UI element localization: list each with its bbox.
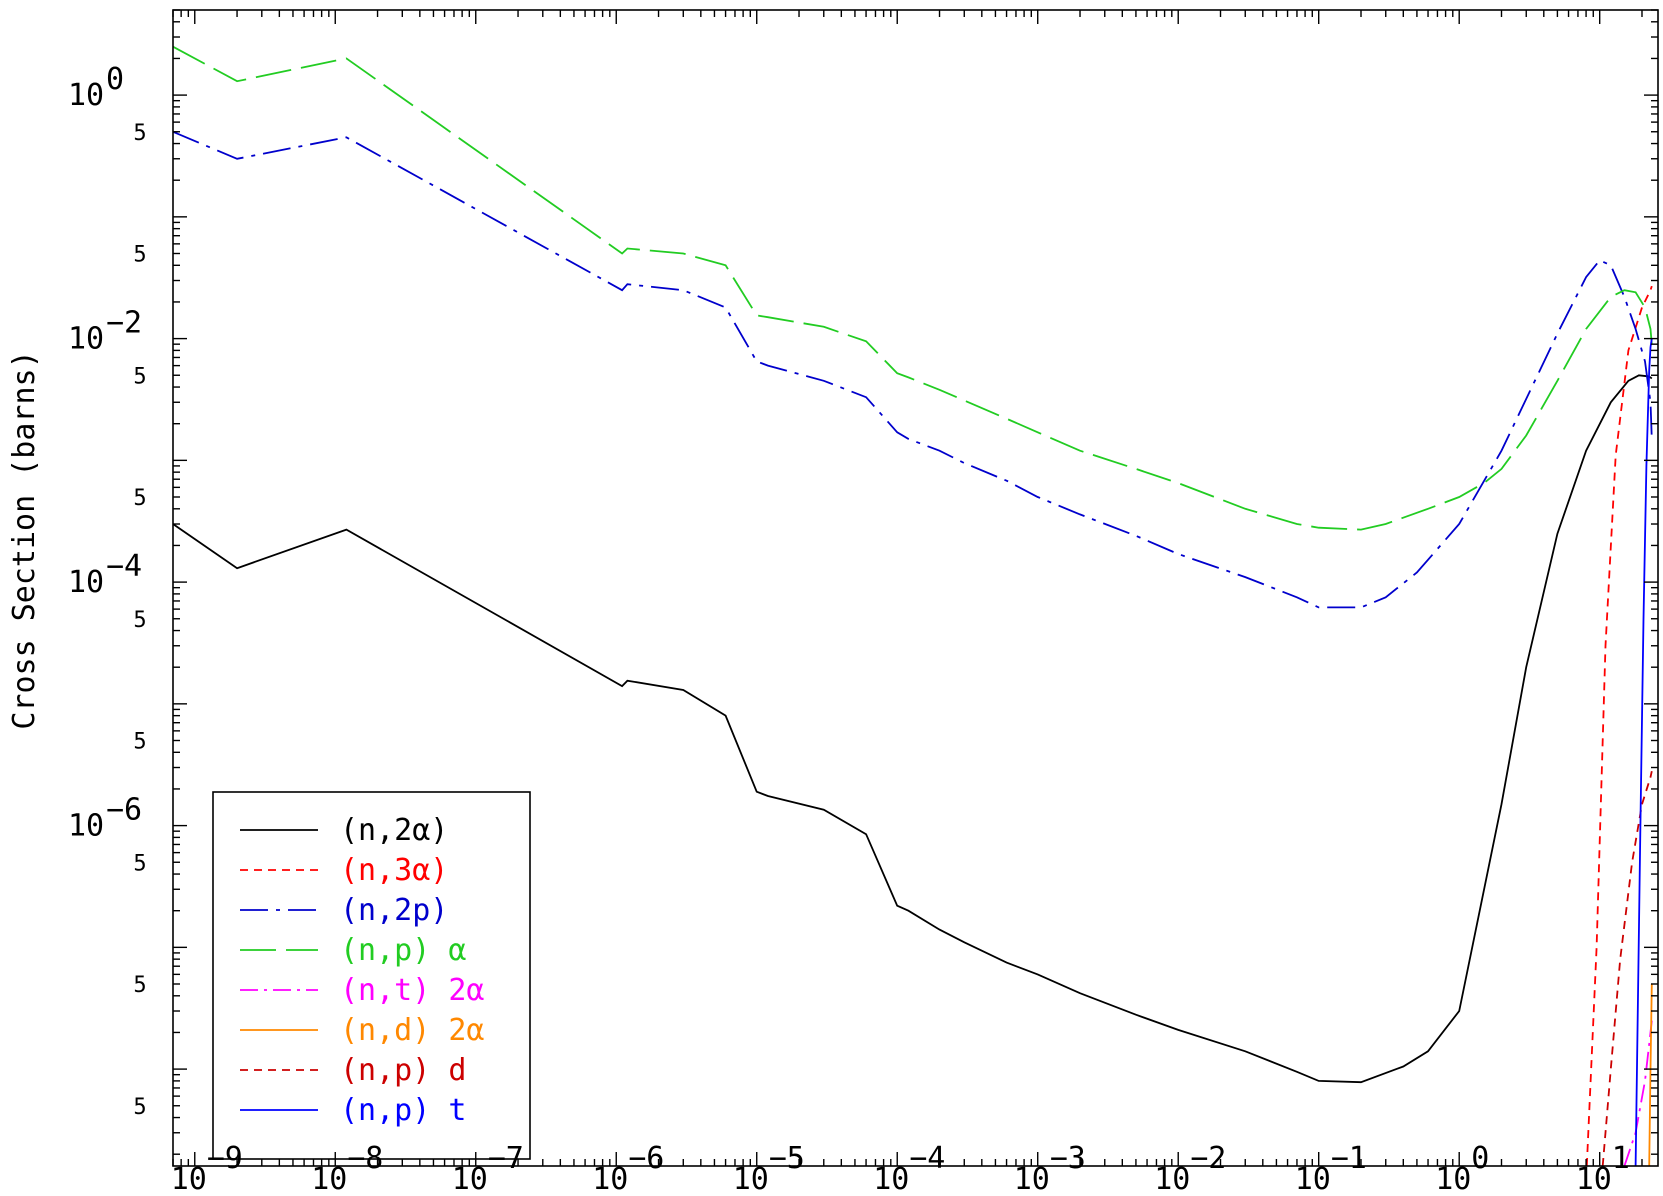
- x-tick-label: 10: [452, 1162, 488, 1196]
- y-tick-label: 10: [68, 78, 104, 113]
- x-tick-exponent: −5: [769, 1141, 805, 1176]
- x-tick-label: 10: [311, 1162, 347, 1196]
- axis-ticks: [172, 9, 1658, 1166]
- y-minor-tick-label: 5: [133, 243, 146, 268]
- y-minor-tick-label: 5: [133, 486, 146, 511]
- y-minor-tick-label: 5: [133, 730, 146, 755]
- legend-label: (n,2α): [340, 813, 448, 848]
- y-minor-tick-label: 5: [133, 608, 146, 633]
- series-line-7: [1634, 338, 1653, 1166]
- y-tick-exponent: −4: [106, 549, 142, 584]
- x-tick-label: 10: [733, 1162, 769, 1196]
- x-tick-exponent: 0: [1471, 1141, 1489, 1176]
- x-tick-labels: 10−910−810−710−610−510−410−310−210−11001…: [171, 1141, 1630, 1196]
- x-tick-label: 10: [1014, 1162, 1050, 1196]
- legend-box: [212, 791, 531, 1160]
- legend-label: (n,d) 2α: [340, 1013, 485, 1048]
- x-tick-exponent: −2: [1190, 1141, 1226, 1176]
- x-tick-label: 10: [592, 1162, 628, 1196]
- x-tick-label: 10: [1576, 1162, 1612, 1196]
- series-line-6: [1601, 771, 1653, 1166]
- legend: (n,2α) (n,3α) (n,2p) (n,p) α (n,t) 2α (n,d) 2…: [212, 791, 531, 1160]
- y-minor-tick-label: 5: [133, 851, 146, 876]
- series-lines: [173, 45, 1653, 1166]
- x-tick-label: 10: [171, 1162, 207, 1196]
- series-line-0: [173, 374, 1653, 1084]
- y-tick-exponent: −2: [106, 306, 142, 341]
- x-tick-label: 10: [1154, 1162, 1190, 1196]
- y-minor-tick-label: 5: [133, 973, 146, 998]
- x-tick-exponent: −6: [628, 1141, 664, 1176]
- legend-label: (n,t) 2α: [340, 973, 485, 1008]
- series-line-3: [173, 45, 1653, 531]
- series-line-2: [173, 130, 1653, 609]
- series-line-1: [1585, 285, 1653, 1166]
- x-tick-exponent: −1: [1331, 1141, 1367, 1176]
- y-tick-label: 10: [68, 322, 104, 357]
- x-tick-exponent: −4: [909, 1141, 945, 1176]
- x-tick-label: 10: [1295, 1162, 1331, 1196]
- y-tick-exponent: −6: [106, 793, 142, 828]
- y-tick-exponent: 0: [106, 62, 124, 97]
- x-tick-label: 10: [873, 1162, 909, 1196]
- y-minor-tick-label: 5: [133, 121, 146, 146]
- legend-label: (n,p) t: [340, 1093, 466, 1128]
- x-tick-label: 10: [1435, 1162, 1471, 1196]
- x-tick-exponent: −3: [1050, 1141, 1086, 1176]
- y-minor-tick-label: 5: [133, 1095, 146, 1120]
- legend-label: (n,2p): [340, 893, 448, 928]
- y-axis-title: Cross Section (barns): [7, 350, 42, 729]
- y-minor-tick-label: 5: [133, 364, 146, 389]
- y-tick-label: 10: [68, 565, 104, 600]
- legend-label: (n,p) α: [340, 933, 466, 968]
- legend-label: (n,3α): [340, 853, 448, 888]
- legend-label: (n,p) d: [340, 1053, 466, 1088]
- x-tick-exponent: 1: [1612, 1141, 1630, 1176]
- y-tick-label: 10: [68, 809, 104, 844]
